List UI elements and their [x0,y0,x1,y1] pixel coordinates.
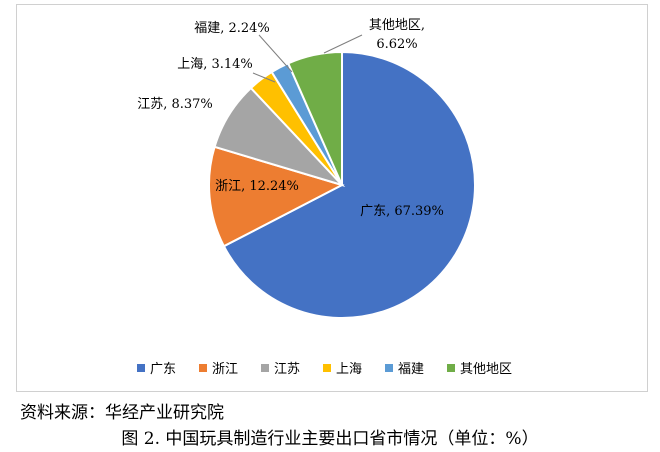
leader-line-3 [252,72,276,83]
data-label-1: 浙江, 12.24% [215,179,299,194]
legend-swatch-4 [385,364,393,372]
legend-swatch-0 [137,364,145,372]
pie-chart: 广东, 67.39% 浙江, 12.24% 江苏, 8.37% 上海, 3.14% 福建… [137,18,512,377]
legend-label-0: 广东 [150,362,176,377]
leader-line-5 [323,34,363,54]
pie-slice-0 [222,50,476,319]
chart-frame: 广东, 67.39% 浙江, 12.24% 江苏, 8.37% 上海, 3.14% 福建… [16,4,648,392]
figure-caption: 图 2. 中国玩具制造行业主要出口省市情况（单位：%） [121,429,539,449]
legend-swatch-5 [447,364,455,372]
legend-swatch-3 [323,364,331,372]
data-label-5: 其他地区, 6.62% [369,18,425,52]
legend-item-3: 上海 [323,362,362,377]
legend-item-1: 浙江 [199,362,238,377]
legend-item-2: 江苏 [261,361,300,377]
legend-label-2: 江苏 [274,361,300,377]
legend-swatch-2 [261,364,269,372]
legend-label-5: 其他地区 [460,362,512,377]
legend-item-4: 福建 [385,362,424,377]
pie-slice-1 [208,145,345,248]
data-label-2: 江苏, 8.37% [137,96,213,112]
data-label-4: 福建, 2.24% [194,21,270,36]
legend: 广东 浙江 江苏 上海 福建 其他地区 [137,361,512,377]
legend-item-0: 广东 [137,362,176,377]
legend-label-1: 浙江 [212,362,238,377]
pie-labels: 广东, 67.39% 浙江, 12.24% 江苏, 8.37% 上海, 3.14% 福建… [137,18,444,219]
legend-item-5: 其他地区 [447,362,512,377]
data-label-0: 广东, 67.39% [360,204,444,219]
legend-label-4: 福建 [398,362,424,377]
leader-line-4 [258,34,293,73]
legend-label-3: 上海 [336,362,362,377]
legend-swatch-1 [199,364,207,372]
pie-slices [208,50,476,319]
pie-slice-5 [286,50,343,186]
data-label-3: 上海, 3.14% [177,57,253,72]
source-note: 资料来源：华经产业研究院 [20,403,224,423]
